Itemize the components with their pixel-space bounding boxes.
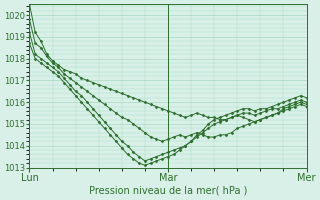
X-axis label: Pression niveau de la mer( hPa ): Pression niveau de la mer( hPa ) [89,186,247,196]
